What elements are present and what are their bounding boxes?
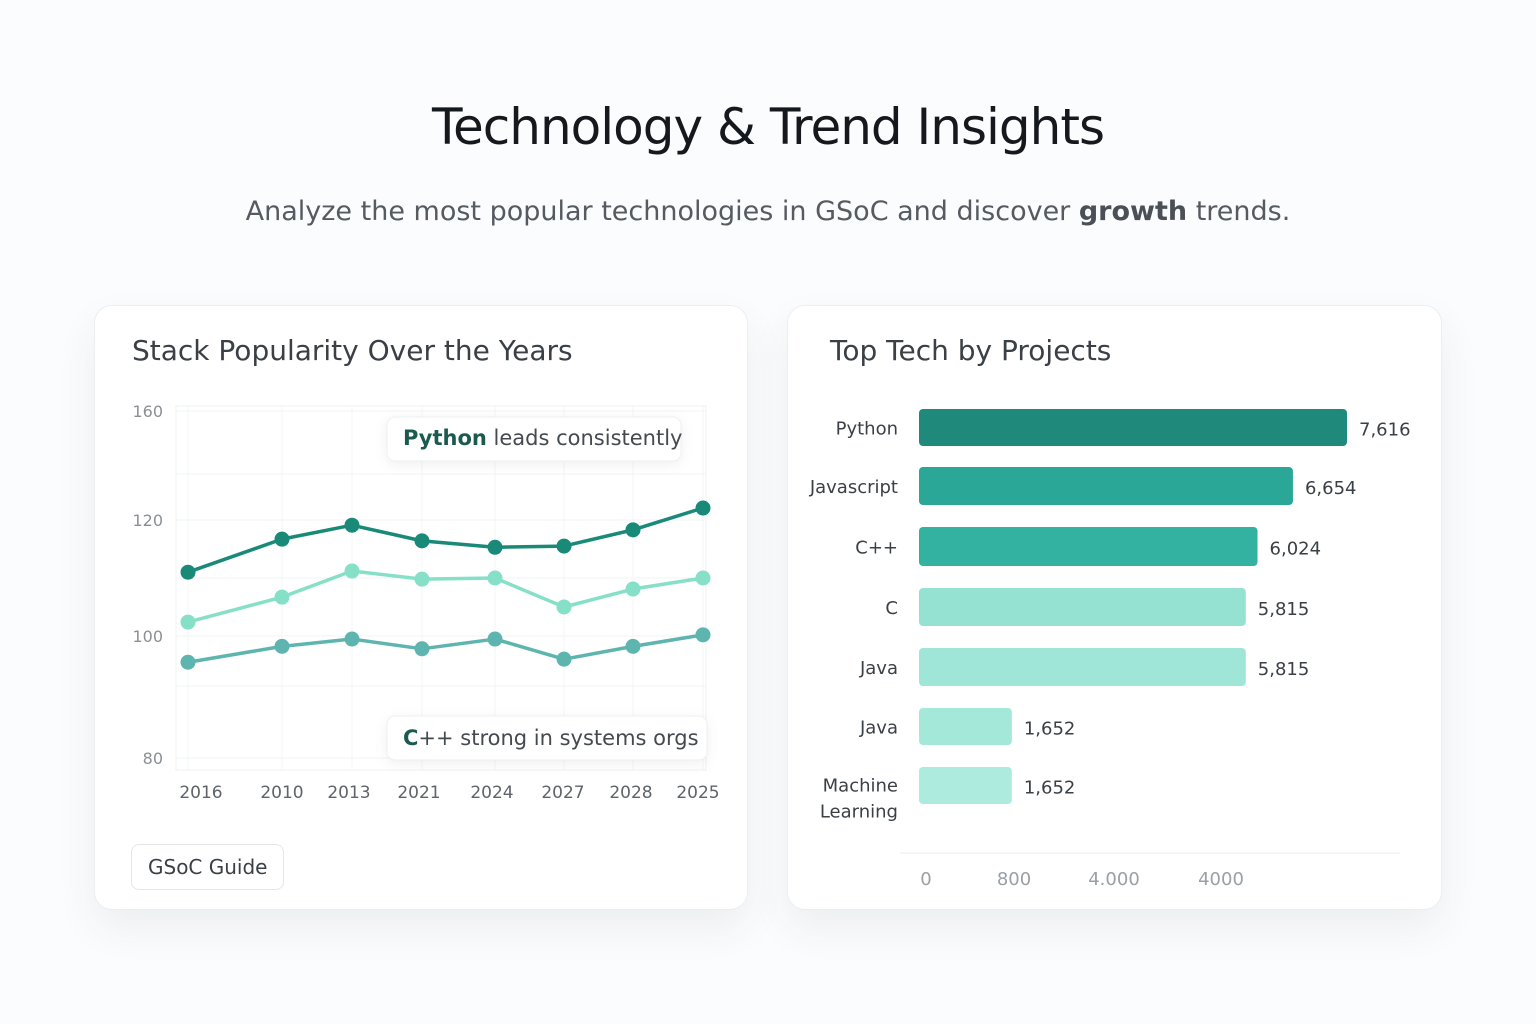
y-tick-label: 100 [132, 627, 163, 646]
value-label: 1,652 [1024, 719, 1076, 740]
top-tech-card: Top Tech by Projects Python 7,616 Javascri… [787, 305, 1442, 910]
x-tick-label: 0 [920, 869, 931, 890]
data-point [414, 571, 430, 587]
page-title: Technology & Trend Insights [431, 98, 1105, 156]
x-tick-label: 2021 [397, 783, 440, 803]
series-line-2 [187, 633, 704, 664]
y-tick-label: 80 [143, 749, 163, 768]
annotation-box [386, 416, 682, 462]
x-tick-label: 2013 [327, 783, 370, 803]
category-label: Python [836, 419, 898, 440]
x-tick-label: 2024 [470, 783, 513, 803]
annotation-text: C++ strong in systems orgs [403, 726, 699, 750]
data-point [695, 570, 711, 586]
line-chart-title: Stack Popularity Over the Years [132, 334, 573, 367]
bar-chart-title: Top Tech by Projects [830, 334, 1112, 367]
data-point [487, 631, 503, 647]
annotation-box [386, 715, 708, 761]
gsoc-guide-button[interactable]: GSoC Guide [131, 844, 285, 890]
bar-chart: Python 7,616 Javascript 6,654 C++ 6,024 C 5,815… [809, 409, 1411, 890]
y-tick-label: 160 [132, 402, 163, 421]
series-line-0 [187, 506, 704, 574]
data-point [695, 500, 711, 516]
data-point [180, 564, 196, 580]
category-label: Machine [823, 776, 898, 797]
x-tick-label: 2028 [609, 783, 652, 803]
x-tick-label: 2027 [541, 783, 584, 803]
x-tick-label: 800 [997, 869, 1031, 890]
data-point [625, 522, 641, 538]
value-label: 5,815 [1258, 599, 1310, 620]
data-point [625, 581, 641, 597]
category-label: C++ [855, 538, 898, 559]
data-point [344, 517, 360, 533]
line-chart: 160 120 100 80 2016 2010 2013 2021 2024 2027 2028 2… [132, 402, 719, 803]
plot-area [175, 405, 707, 771]
data-point [180, 654, 196, 670]
x-tick-label: 2025 [676, 783, 719, 803]
x-tick-label: 2016 [179, 783, 222, 803]
subtitle-text-end: trends. [1187, 196, 1291, 227]
y-tick-label: 120 [132, 511, 163, 530]
value-label: 7,616 [1359, 420, 1411, 441]
bar [919, 767, 1012, 804]
data-point [414, 641, 430, 657]
annotation-rest: leads consistently [487, 426, 683, 450]
bar [919, 708, 1012, 745]
category-label: C [885, 598, 898, 619]
bar [919, 409, 1347, 446]
data-point [556, 651, 572, 667]
category-label: Learning [820, 802, 898, 823]
value-label: 6,024 [1270, 539, 1322, 560]
value-label: 5,815 [1258, 659, 1310, 680]
bar [919, 527, 1258, 566]
bar [919, 588, 1246, 626]
annotation-rest: ++ strong in systems orgs [418, 726, 698, 750]
data-point [344, 563, 360, 579]
data-point [414, 533, 430, 549]
x-tick-label: 2010 [260, 783, 303, 803]
subtitle-text: Analyze the most popular technologies in… [245, 196, 1079, 227]
bar [919, 467, 1293, 505]
annotation-emphasis: Python [403, 426, 487, 450]
x-tick-label: 4.000 [1088, 869, 1140, 890]
x-tick-label: 4000 [1198, 869, 1244, 890]
data-point [695, 627, 711, 643]
subtitle-emphasis: growth [1078, 196, 1188, 227]
data-point [274, 638, 290, 654]
category-label: Java [859, 718, 898, 739]
data-point [556, 538, 572, 554]
bar [919, 648, 1246, 686]
category-label: Javascript [809, 477, 898, 498]
category-label: Java [859, 658, 898, 679]
data-point [274, 589, 290, 605]
data-point [344, 631, 360, 647]
annotation-emphasis: C [403, 726, 418, 750]
data-point [625, 638, 641, 654]
page-subtitle: Analyze the most popular technologies in… [0, 196, 1536, 227]
data-point [180, 614, 196, 630]
data-point [274, 531, 290, 547]
data-point [487, 539, 503, 555]
series-line-1 [187, 569, 704, 624]
annotation-text: Python leads consistently [403, 426, 682, 450]
value-label: 6,654 [1305, 478, 1357, 499]
data-point [487, 570, 503, 586]
stack-popularity-card: Stack Popularity Over the Years 160 120 10… [94, 305, 748, 910]
value-label: 1,652 [1024, 778, 1076, 799]
data-point [556, 599, 572, 615]
